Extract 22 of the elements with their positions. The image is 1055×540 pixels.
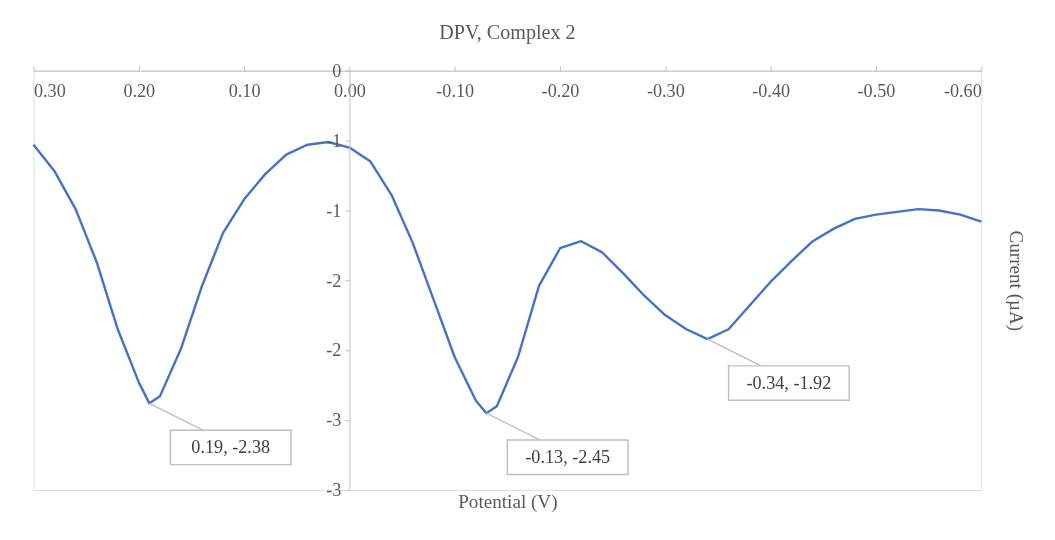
x-tick-label: 0.00 bbox=[334, 81, 366, 102]
y-axis-title: Current (µA) bbox=[1004, 230, 1027, 332]
x-tick-label: -0.60 bbox=[943, 81, 982, 102]
x-tick-label: 0.10 bbox=[228, 81, 261, 102]
annotation: -0.34, -1.92 bbox=[746, 372, 832, 393]
x-tick-label: -0.10 bbox=[436, 81, 475, 102]
y-tick-label: -2 bbox=[326, 340, 342, 361]
y-tick-label: -1 bbox=[326, 200, 342, 221]
x-tick-label: 0.20 bbox=[123, 81, 156, 102]
x-tick-label: -0.30 bbox=[646, 81, 685, 102]
chart-title: DPV, Complex 2 bbox=[439, 21, 576, 45]
y-tick-label: -2 bbox=[326, 270, 342, 291]
annotation: -0.13, -2.45 bbox=[525, 446, 611, 467]
x-axis-title: Potential (V) bbox=[458, 490, 558, 513]
y-tick-label: 0 bbox=[332, 60, 342, 81]
y-tick-label: -3 bbox=[326, 480, 342, 501]
x-tick-label: 0.30 bbox=[33, 81, 66, 102]
x-tick-label: -0.40 bbox=[752, 81, 791, 102]
y-tick-label: -3 bbox=[326, 410, 342, 431]
annotation: 0.19, -2.38 bbox=[191, 437, 271, 458]
x-tick-label: -0.50 bbox=[857, 81, 896, 102]
x-tick-label: -0.20 bbox=[541, 81, 580, 102]
